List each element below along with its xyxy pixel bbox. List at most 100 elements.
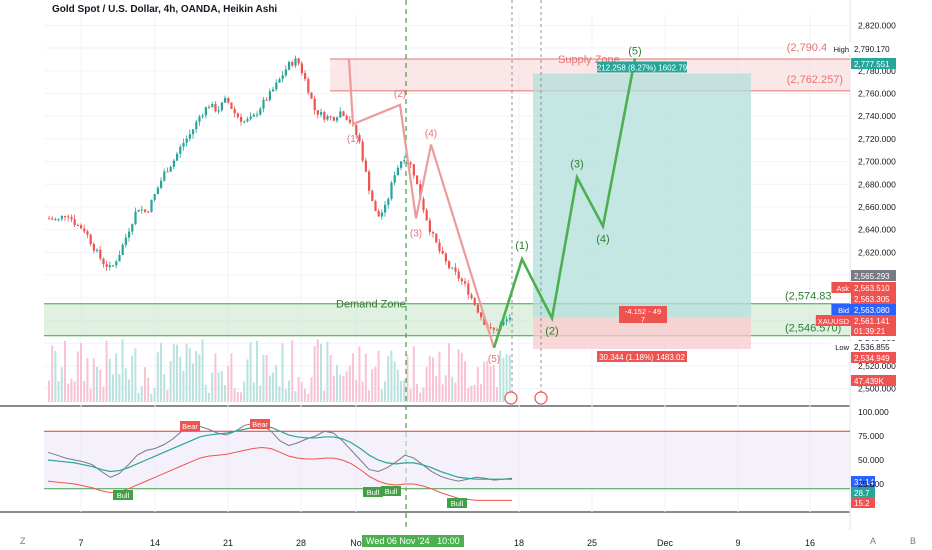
volume-bar bbox=[393, 361, 396, 402]
position-target-box[interactable] bbox=[533, 73, 751, 318]
elliott-past-wave[interactable] bbox=[347, 59, 496, 349]
candle bbox=[288, 61, 291, 70]
candle bbox=[348, 119, 351, 123]
rsi-signal-label: Bull bbox=[385, 487, 398, 496]
rsi-value-bg bbox=[851, 497, 875, 508]
candle bbox=[48, 218, 51, 220]
candle bbox=[140, 209, 143, 211]
elliott-projection-label: (4) bbox=[596, 233, 609, 245]
volume-bar bbox=[172, 344, 175, 402]
volume-bar bbox=[310, 377, 313, 402]
price-tag-value: 2,777.551 bbox=[854, 60, 890, 69]
volume-bar bbox=[275, 365, 278, 402]
volume-bar bbox=[64, 340, 66, 402]
candle bbox=[204, 107, 207, 116]
candle bbox=[198, 116, 201, 122]
volume-bar bbox=[464, 361, 466, 402]
candle bbox=[377, 211, 380, 217]
price-tag-bg bbox=[851, 315, 896, 326]
elliott-projection-wave[interactable] bbox=[492, 58, 637, 349]
candle bbox=[195, 121, 198, 130]
candle bbox=[470, 294, 473, 299]
volume-bar bbox=[342, 375, 345, 402]
volume-bar bbox=[128, 379, 130, 402]
candle bbox=[57, 218, 60, 220]
candle bbox=[422, 198, 425, 211]
volume-bar bbox=[256, 340, 258, 402]
corner-left[interactable]: Z bbox=[20, 536, 26, 546]
volume-bar bbox=[451, 376, 454, 402]
candle bbox=[454, 267, 457, 272]
volume-bar bbox=[297, 377, 300, 402]
volume-bar bbox=[259, 385, 262, 402]
candle bbox=[371, 190, 374, 202]
candle bbox=[102, 258, 105, 265]
candle bbox=[86, 231, 89, 235]
rsi-ma-line[interactable] bbox=[47, 425, 512, 480]
time-tick: No bbox=[350, 538, 362, 548]
candle bbox=[249, 116, 252, 119]
candle bbox=[416, 175, 419, 185]
volume-bar bbox=[195, 350, 198, 402]
candle bbox=[403, 160, 406, 162]
volume-bar bbox=[406, 354, 409, 402]
volume-bar bbox=[476, 367, 479, 402]
economic-event-icon[interactable] bbox=[534, 391, 548, 405]
volume-bar bbox=[70, 378, 73, 402]
candle bbox=[393, 175, 396, 183]
volume-bar bbox=[265, 355, 268, 402]
candle bbox=[243, 121, 246, 123]
candle bbox=[188, 134, 191, 139]
candle bbox=[83, 228, 86, 232]
candle bbox=[124, 237, 127, 245]
rsi-tick: 75.000 bbox=[858, 431, 884, 441]
time-tick: 16 bbox=[805, 538, 815, 548]
volume-bar bbox=[105, 340, 108, 402]
candle bbox=[252, 114, 255, 117]
price-tag-value: 2,563.080 bbox=[854, 306, 890, 315]
corner-right-b[interactable]: B bbox=[910, 536, 917, 546]
candle bbox=[224, 98, 227, 103]
candle bbox=[214, 104, 217, 112]
volume-bar bbox=[73, 381, 76, 402]
candle bbox=[179, 146, 182, 154]
candle bbox=[144, 209, 147, 212]
volume-bar bbox=[441, 384, 444, 402]
time-tick: 28 bbox=[296, 538, 306, 548]
volume-bar bbox=[313, 345, 316, 402]
volume-bar bbox=[86, 358, 89, 402]
volume-bar bbox=[179, 356, 182, 402]
price-tick: 2,520.000 bbox=[858, 361, 896, 371]
price-tag-bg bbox=[851, 352, 896, 363]
candle bbox=[185, 138, 188, 143]
candle bbox=[118, 254, 121, 262]
volume-bar bbox=[400, 380, 402, 402]
candle bbox=[476, 304, 479, 313]
candle bbox=[64, 215, 67, 217]
stop-label-bg bbox=[597, 351, 687, 362]
volume-bar bbox=[339, 374, 342, 402]
candle bbox=[60, 215, 63, 219]
candle bbox=[316, 110, 319, 115]
volume-bar bbox=[57, 381, 60, 402]
price-tag-name: Ask bbox=[836, 284, 849, 293]
candle bbox=[76, 225, 79, 227]
volume-bar bbox=[348, 365, 351, 402]
candle bbox=[211, 104, 214, 108]
volume-bar bbox=[278, 386, 281, 402]
candle bbox=[464, 281, 467, 284]
rsi-line[interactable] bbox=[47, 423, 513, 482]
candle bbox=[323, 112, 326, 120]
volume-bar bbox=[377, 350, 380, 402]
volume-bar bbox=[166, 390, 169, 402]
candle bbox=[457, 271, 460, 279]
volume-bar bbox=[438, 351, 441, 402]
candle bbox=[112, 265, 115, 267]
stop-label: 30.344 (1.18%) 1483.02 bbox=[599, 353, 685, 362]
volume-bar bbox=[336, 364, 338, 402]
volume-bar bbox=[272, 372, 274, 402]
time-tick: Dec bbox=[657, 538, 674, 548]
economic-event-icon[interactable] bbox=[504, 391, 518, 405]
corner-right-a[interactable]: A bbox=[870, 536, 877, 546]
